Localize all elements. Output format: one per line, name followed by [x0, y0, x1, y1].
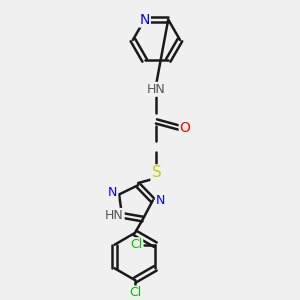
Text: Cl: Cl — [130, 238, 142, 251]
Text: N: N — [140, 13, 150, 27]
Text: Cl: Cl — [129, 286, 141, 299]
Text: HN: HN — [105, 209, 124, 222]
Text: O: O — [180, 121, 190, 135]
Text: S: S — [152, 165, 161, 180]
Text: N: N — [156, 194, 165, 207]
Text: N: N — [108, 186, 117, 199]
Text: HN: HN — [147, 83, 166, 96]
